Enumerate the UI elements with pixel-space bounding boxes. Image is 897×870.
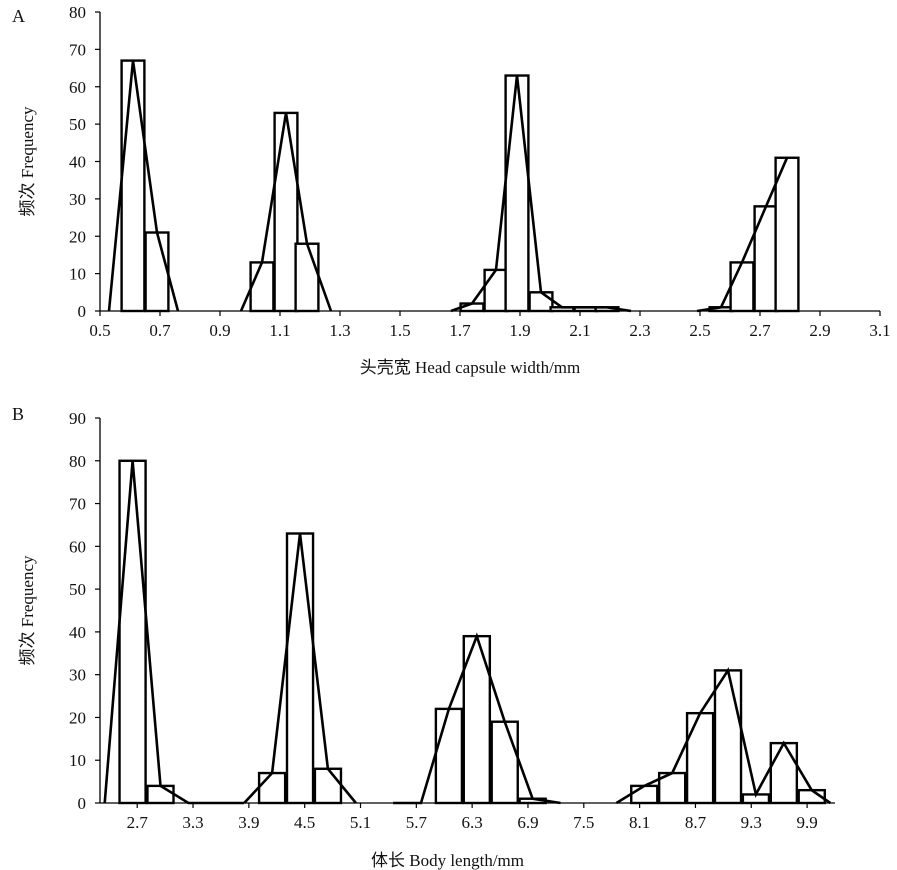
y-tick-label: 0 [78, 794, 87, 813]
y-tick-label: 90 [69, 409, 86, 428]
histogram-bar [774, 156, 800, 313]
panel-label: A [12, 6, 25, 26]
y-tick-label: 20 [69, 227, 86, 246]
y-tick-label: 50 [69, 115, 86, 134]
x-tick-label: 6.9 [517, 813, 538, 832]
y-tick-label: 60 [69, 78, 86, 97]
histogram-bar [528, 291, 554, 313]
histogram-bar [120, 59, 146, 313]
x-tick-label: 8.1 [629, 813, 650, 832]
chart-panel-b: 0 10 20 30 40 50 60 70 80 90 2.7 3.3 3.9 4.5 5.1 5.7 6.3… [12, 404, 835, 870]
x-tick-label: 1.1 [269, 321, 290, 340]
x-tick-label: 1.9 [509, 321, 530, 340]
x-axis-title: 头壳宽 Head capsule width/mm [360, 358, 581, 377]
y-tick-label: 40 [69, 623, 86, 642]
x-tick-label: 6.3 [462, 813, 483, 832]
x-tick-label: 7.5 [573, 813, 594, 832]
histogram-bar [713, 669, 743, 805]
histogram-bar [657, 771, 687, 805]
x-tick-label: 2.9 [809, 321, 830, 340]
x-tick-label: 2.1 [569, 321, 590, 340]
histogram-bar [630, 784, 659, 805]
y-tick-label: 50 [69, 580, 86, 599]
panel-label: B [12, 404, 24, 424]
y-tick-label: 60 [69, 537, 86, 556]
histogram-bar [273, 111, 299, 313]
histogram-bar [249, 261, 275, 313]
x-tick-label: 5.7 [406, 813, 428, 832]
x-tick-label: 8.7 [685, 813, 707, 832]
x-tick-label: 0.7 [149, 321, 171, 340]
x-tick-label: 2.7 [127, 813, 149, 832]
frequency-line [103, 460, 245, 805]
y-tick-label: 70 [69, 40, 86, 59]
histogram-bar [434, 707, 464, 805]
x-tick-label: 3.9 [238, 813, 259, 832]
x-tick-label: 1.5 [389, 321, 410, 340]
histogram-bar [483, 268, 509, 313]
y-tick-label: 80 [69, 3, 86, 22]
frequency-line [615, 667, 832, 805]
x-tick-label: 9.3 [741, 813, 762, 832]
y-tick-label: 10 [69, 751, 86, 770]
frequency-line [393, 632, 561, 805]
y-tick-label: 10 [69, 265, 86, 284]
y-tick-label: 40 [69, 153, 86, 172]
y-axis-title: 频次 Frequency [18, 555, 37, 666]
y-tick-label: 30 [69, 666, 86, 685]
frequency-line [696, 157, 789, 313]
histogram-bar [685, 711, 715, 805]
x-axis-title: 体长 Body length/mm [371, 851, 524, 870]
frequency-line [243, 533, 357, 804]
histogram-bar [118, 459, 147, 805]
histogram-bar [490, 720, 519, 805]
histogram-bar [729, 261, 755, 313]
histogram-bar [146, 784, 175, 805]
x-tick-label: 1.7 [449, 321, 471, 340]
y-tick-label: 0 [78, 302, 87, 321]
histogram-bar [313, 767, 343, 805]
x-tick-label: 2.3 [629, 321, 650, 340]
histogram-bar [257, 771, 287, 805]
y-tick-label: 80 [69, 452, 86, 471]
x-tick-label: 1.3 [329, 321, 350, 340]
histogram-bar [504, 74, 530, 313]
histogram-bar [144, 231, 170, 313]
frequency-line [450, 75, 632, 313]
y-axis-title: 频次 Frequency [18, 106, 37, 217]
histogram-bar [769, 741, 799, 805]
y-tick-label: 20 [69, 708, 86, 727]
y-tick-label: 30 [69, 190, 86, 209]
histogram-bar [294, 242, 320, 313]
frequency-line [107, 60, 180, 312]
y-tick-label: 70 [69, 495, 86, 514]
chart-panel-a: 0 10 20 30 40 50 60 70 80 0.5 0.7 0.9 1.1 1.3 1.5 1.7 1.… [12, 3, 891, 377]
x-tick-label: 0.5 [89, 321, 110, 340]
x-tick-label: 3.3 [182, 813, 203, 832]
x-tick-label: 4.5 [294, 813, 315, 832]
x-tick-label: 0.9 [209, 321, 230, 340]
x-tick-label: 3.1 [869, 321, 890, 340]
x-tick-label: 2.5 [689, 321, 710, 340]
x-tick-label: 2.7 [749, 321, 771, 340]
histogram-bar [285, 532, 315, 805]
frequency-line [239, 112, 333, 312]
x-tick-label: 5.1 [350, 813, 371, 832]
x-tick-label: 9.9 [796, 813, 817, 832]
